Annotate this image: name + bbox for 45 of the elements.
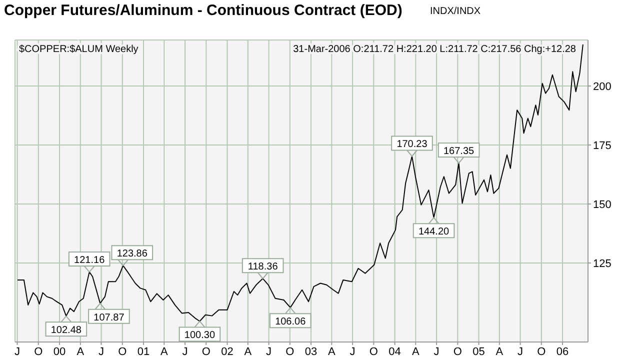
x-tick-label: 06 [556, 346, 569, 358]
chart-subtitle: $COPPER:$ALUM Weekly [19, 44, 138, 55]
x-tick-label: A [244, 346, 252, 358]
text: INDX/INDX [430, 6, 481, 17]
x-tick-label: O [34, 346, 44, 358]
x-tick-label: O [369, 346, 378, 358]
x-tick-label: 00 [53, 346, 66, 358]
annotation: 123.86 [116, 248, 148, 260]
x-tick-label: 01 [137, 346, 150, 358]
x-tick-label: J [518, 346, 524, 358]
y-tick-label: 125 [593, 258, 612, 270]
x-tick-label: J [98, 346, 104, 358]
x-tick-label: J [266, 346, 272, 358]
annotation: 102.48 [50, 325, 82, 336]
x-tick-label: A [496, 346, 504, 358]
y-tick-label: 175 [593, 140, 612, 152]
x-tick-label: O [286, 346, 295, 358]
annotation: 144.20 [418, 226, 450, 238]
x-tick-label: 02 [221, 346, 234, 358]
x-tick-label: A [328, 346, 336, 358]
annotation: 170.23 [396, 139, 428, 150]
x-tick-label: J [434, 346, 440, 358]
x-tick-label: A [76, 346, 85, 358]
y-tick-label: 200 [593, 80, 612, 93]
chart-title: Copper Futures/Aluminum - Continuous Contract (EOD) [4, 2, 402, 19]
y-tick-label: 150 [593, 198, 612, 211]
x-tick-label: A [412, 346, 420, 358]
x-tick-label: O [537, 346, 546, 358]
x-tick-label: 04 [388, 346, 401, 358]
x-tick-label: O [453, 346, 462, 358]
x-tick-label: A [160, 346, 168, 358]
x-tick-label: J [182, 346, 188, 358]
x-tick-label: J [350, 346, 356, 358]
x-tick-label: J [14, 346, 20, 358]
x-tick-label: 03 [304, 346, 318, 358]
annotation: 100.30 [184, 330, 216, 342]
annotation: 167.35 [444, 146, 475, 158]
annotation: 118.36 [248, 262, 278, 273]
x-tick-label: O [118, 346, 128, 358]
annotation: 121.16 [74, 255, 106, 266]
annotation: 31-Mar-2006 O:211.72 H:221.20 L:211.72 C:217.56 Chg:+12.28 [293, 44, 576, 55]
x-tick-label: 05 [472, 346, 485, 358]
x-tick-label: O [202, 346, 211, 358]
annotation: 107.87 [94, 312, 125, 324]
annotation: 106.06 [275, 316, 306, 328]
